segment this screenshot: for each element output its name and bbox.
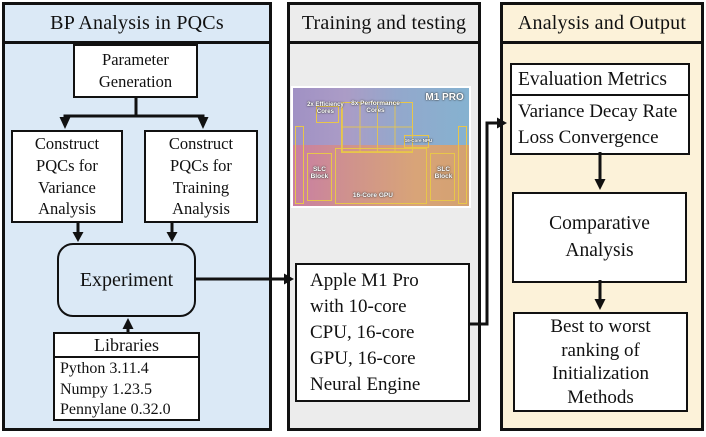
library-item-numpy: Numpy 1.23.5 bbox=[60, 380, 152, 398]
library-item-pennylane: Pennylane 0.32.0 bbox=[60, 401, 171, 418]
construct-pqcs-variance-box: Construct PQCs for Variance Analysis bbox=[11, 130, 123, 223]
die-label-m1-pro: M1 PRO bbox=[425, 91, 464, 103]
m1-pro-die-photo: M1 PRO 2x Efficiency Cores 8x Performanc… bbox=[293, 88, 469, 206]
die-efficiency-cores-region bbox=[315, 105, 339, 124]
die-gpu-region bbox=[293, 144, 469, 206]
panel-analysis-output-header: Analysis and Output bbox=[503, 5, 701, 44]
libraries-box: Libraries Python 3.11.4 Numpy 1.23.5 Pen… bbox=[53, 332, 200, 421]
panel-analysis-output: Analysis and Output Evaluation Metrics V… bbox=[500, 2, 704, 431]
die-left-memory-strip bbox=[294, 125, 304, 204]
m1-pro-die-image: M1 PRO 2x Efficiency Cores 8x Performanc… bbox=[291, 86, 471, 208]
parameter-generation-box: Parameter Generation bbox=[73, 44, 198, 98]
die-npu-region bbox=[403, 135, 429, 149]
library-item-python: Python 3.11.4 bbox=[60, 360, 149, 377]
panel-training-testing-title: Training and testing bbox=[301, 11, 467, 34]
libraries-list: Python 3.11.4 Numpy 1.23.5 Pennylane 0.3… bbox=[55, 358, 198, 421]
evaluation-metrics-title: Evaluation Metrics bbox=[512, 65, 688, 96]
evaluation-metrics-box: Evaluation Metrics Variance Decay Rate L… bbox=[510, 63, 690, 155]
panel-training-testing: Training and testing M1 PRO 2x Efficienc… bbox=[287, 2, 481, 431]
panel-training-testing-header: Training and testing bbox=[290, 5, 478, 44]
die-performance-cores-region bbox=[340, 102, 413, 153]
libraries-title: Libraries bbox=[55, 334, 198, 358]
die-label-slc-right: SLC Block bbox=[434, 165, 453, 181]
experiment-box: Experiment bbox=[57, 243, 196, 317]
die-label-performance: 8x Performance Cores bbox=[351, 99, 400, 114]
evaluation-metrics-body: Variance Decay Rate Loss Convergence bbox=[518, 101, 678, 148]
die-right-memory-strip bbox=[458, 125, 468, 204]
die-slc-right-region bbox=[430, 152, 455, 202]
panel-analysis-output-title: Analysis and Output bbox=[517, 11, 687, 34]
panel-bp-analysis-title: BP Analysis in PQCs bbox=[50, 11, 224, 34]
die-slc-left-region bbox=[307, 152, 332, 202]
panel-bp-analysis-header: BP Analysis in PQCs bbox=[5, 5, 269, 44]
panel-bp-analysis: BP Analysis in PQCs Parameter Generation… bbox=[2, 2, 272, 431]
ranking-box: Best to worst ranking of Initialization … bbox=[513, 312, 688, 412]
die-label-efficiency: 2x Efficiency Cores bbox=[307, 102, 344, 115]
die-label-npu: 16-Core NPU bbox=[404, 137, 433, 143]
comparative-analysis-box: Comparative Analysis bbox=[512, 192, 687, 283]
die-label-gpu: 16-Core GPU bbox=[352, 191, 393, 199]
die-label-slc-left: SLC Block bbox=[310, 165, 329, 181]
die-gpu-outline-region bbox=[335, 148, 427, 204]
hardware-description-box: Apple M1 Pro with 10-core CPU, 16-core G… bbox=[295, 263, 470, 402]
construct-pqcs-training-box: Construct PQCs for Training Analysis bbox=[144, 130, 258, 223]
